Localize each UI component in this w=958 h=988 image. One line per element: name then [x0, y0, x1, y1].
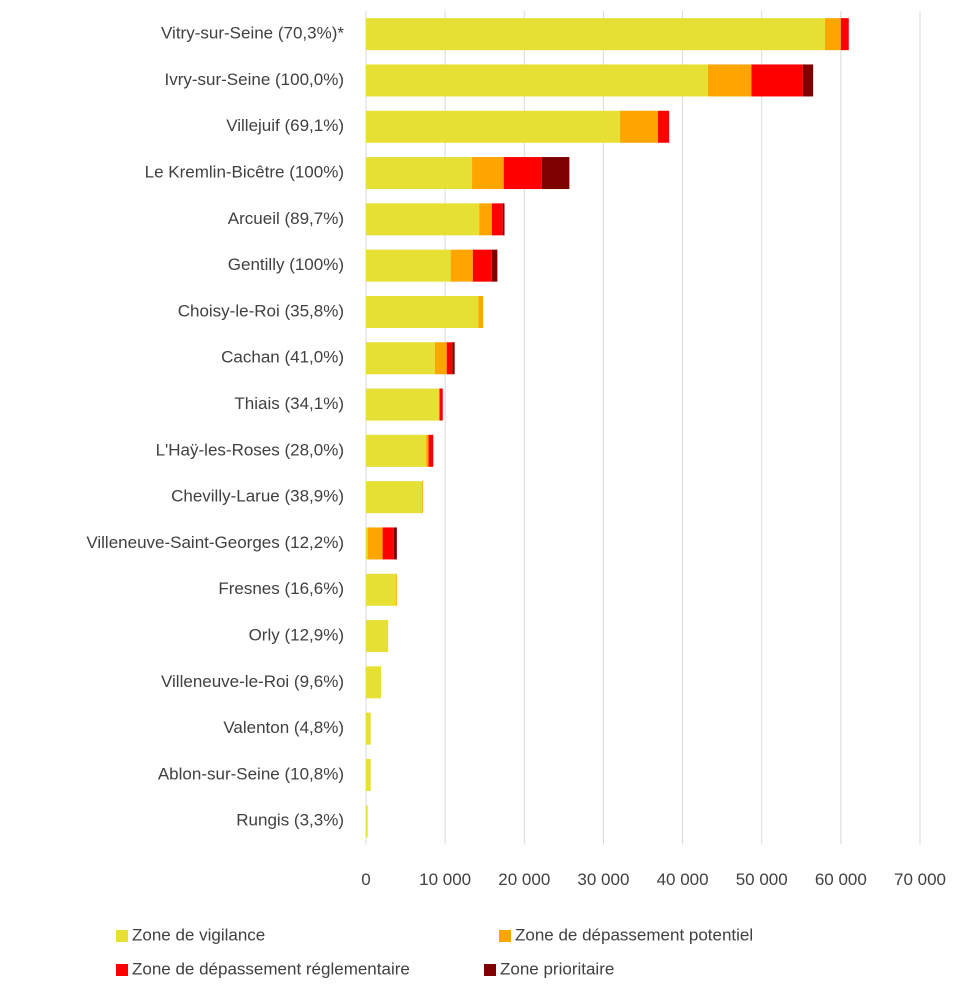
- legend-swatch: [116, 930, 128, 942]
- y-tick-label: Vitry-sur-Seine (70,3%)*: [161, 24, 344, 43]
- bar-segment: [439, 388, 443, 421]
- y-tick-label: Arcueil (89,7%): [228, 209, 344, 228]
- y-tick-label: Villejuif (69,1%): [226, 116, 344, 135]
- bar-segment: [426, 434, 429, 467]
- bar-segment: [393, 527, 397, 560]
- bar-segment: [366, 573, 397, 606]
- bar-segment: [396, 573, 397, 606]
- y-tick-label: Thiais (34,1%): [234, 394, 344, 413]
- bar-segment: [366, 249, 451, 282]
- x-tick-label: 0: [361, 870, 370, 889]
- legend-swatch: [499, 930, 511, 942]
- bar-segment: [491, 249, 498, 282]
- bar-segment: [366, 481, 423, 514]
- bar-segment: [382, 527, 394, 560]
- x-tick-label: 70 000: [894, 870, 946, 889]
- legend-label: Zone prioritaire: [500, 959, 614, 978]
- bar-segment: [491, 203, 503, 236]
- bar-segment: [707, 64, 752, 97]
- y-tick-label: Orly (12,9%): [249, 626, 344, 645]
- bar-segment: [366, 203, 480, 236]
- y-tick-label: Fresnes (16,6%): [218, 579, 344, 598]
- bar-segment: [366, 434, 427, 467]
- x-tick-label: 40 000: [657, 870, 709, 889]
- bar-segment: [446, 342, 453, 375]
- y-tick-label: Villeneuve-le-Roi (9,6%): [161, 672, 344, 691]
- bar-segment: [366, 342, 435, 375]
- bar-segment: [366, 295, 479, 328]
- bar-segment: [751, 64, 803, 97]
- bar-segment: [438, 388, 440, 421]
- y-tick-label: Villeneuve-Saint-Georges (12,2%): [86, 533, 344, 552]
- x-tick-label: 10 000: [419, 870, 471, 889]
- bar-segment: [472, 157, 504, 190]
- bar-segment: [825, 18, 841, 51]
- bar-segment: [434, 342, 447, 375]
- y-tick-label: Choisy-le-Roi (35,8%): [178, 301, 344, 320]
- bar-segment: [366, 157, 473, 190]
- bar-segment: [658, 110, 670, 143]
- legend-label: Zone de vigilance: [132, 925, 265, 944]
- bar-segment: [366, 805, 368, 838]
- legend-swatch: [116, 964, 128, 976]
- bar-segment: [428, 434, 434, 467]
- y-tick-label: Rungis (3,3%): [236, 811, 344, 830]
- x-tick-label: 20 000: [498, 870, 550, 889]
- bar-segment: [478, 295, 484, 328]
- y-tick-label: Chevilly-Larue (38,9%): [171, 487, 344, 506]
- y-tick-label: Ivry-sur-Seine (100,0%): [164, 70, 344, 89]
- y-tick-label: Ablon-sur-Seine (10,8%): [158, 764, 344, 783]
- bar-segment: [620, 110, 659, 143]
- bar-segment: [367, 527, 383, 560]
- legend-label: Zone de dépassement potentiel: [515, 925, 753, 944]
- x-tick-label: 50 000: [736, 870, 788, 889]
- y-tick-label: Valenton (4,8%): [223, 718, 344, 737]
- x-tick-label: 30 000: [577, 870, 629, 889]
- bar-segment: [366, 388, 439, 421]
- y-tick-label: Gentilly (100%): [228, 255, 344, 274]
- bar-segment: [503, 157, 542, 190]
- y-tick-label: L'Haÿ-les-Roses (28,0%): [156, 440, 344, 459]
- y-tick-label: Cachan (41,0%): [221, 348, 344, 367]
- bar-segment: [366, 527, 368, 560]
- bar-segment: [366, 110, 621, 143]
- legend-label: Zone de dépassement réglementaire: [132, 959, 410, 978]
- x-tick-label: 60 000: [815, 870, 867, 889]
- y-tick-label: Le Kremlin-Bicêtre (100%): [145, 163, 344, 182]
- bar-segment: [502, 203, 505, 236]
- bar-segment: [366, 620, 389, 653]
- legend-swatch: [484, 964, 496, 976]
- bar-segment: [422, 481, 423, 514]
- bar-segment: [366, 64, 708, 97]
- bar-segment: [472, 249, 492, 282]
- bar-segment: [479, 203, 492, 236]
- bar-segment: [450, 249, 473, 282]
- bar-segment: [541, 157, 570, 190]
- bar-segment: [366, 18, 826, 51]
- bar-segment: [366, 666, 382, 699]
- bar-segment: [366, 712, 371, 745]
- bar-segment: [366, 758, 371, 791]
- bar-segment: [452, 342, 455, 375]
- bar-segment: [840, 18, 849, 51]
- bar-segment: [802, 64, 814, 97]
